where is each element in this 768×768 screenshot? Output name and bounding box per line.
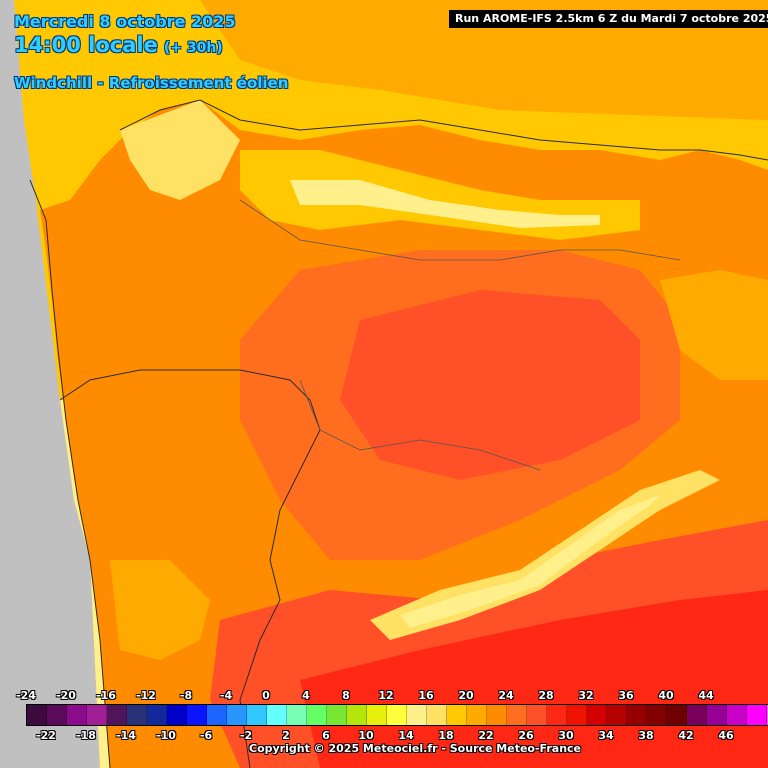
colorbar-cell bbox=[507, 705, 527, 725]
scale-bottom-label: -10 bbox=[156, 729, 176, 742]
scale-top-label: 40 bbox=[658, 689, 674, 702]
colorbar-cell bbox=[187, 705, 207, 725]
scale-bottom-label: 42 bbox=[678, 729, 694, 742]
scale-bottom-label: -14 bbox=[116, 729, 136, 742]
province-border bbox=[299, 379, 541, 471]
colorbar-cell bbox=[247, 705, 267, 725]
colorbar-cell bbox=[127, 705, 147, 725]
copyright-text: Copyright © 2025 Meteociel.fr - Source M… bbox=[249, 742, 582, 755]
scale-bottom-label: -2 bbox=[239, 729, 253, 742]
scale-top-label: 36 bbox=[618, 689, 634, 702]
colorbar-cell bbox=[367, 705, 387, 725]
scale-top-label: -8 bbox=[179, 689, 193, 702]
colorbar-cell bbox=[147, 705, 167, 725]
central-system-crest bbox=[400, 495, 660, 628]
scale-top-label: 24 bbox=[498, 689, 514, 702]
colorbar-cell bbox=[107, 705, 127, 725]
scale-top-label: 20 bbox=[458, 689, 474, 702]
scale-top-label: 0 bbox=[262, 689, 270, 702]
scale-top-label: -4 bbox=[219, 689, 233, 702]
scale-bottom-label: 22 bbox=[478, 729, 494, 742]
forecast-time-value: 14:00 locale bbox=[14, 33, 158, 57]
scale-top-label: 4 bbox=[302, 689, 310, 702]
colorbar-cell bbox=[547, 705, 567, 725]
scale-top-label: 28 bbox=[538, 689, 554, 702]
scale-top-label: -16 bbox=[96, 689, 116, 702]
coastal-strip bbox=[60, 400, 110, 768]
scale-bottom-label: 10 bbox=[358, 729, 374, 742]
scale-bottom-label: 46 bbox=[718, 729, 734, 742]
north-coastline bbox=[119, 99, 768, 161]
colorbar-cell bbox=[167, 705, 187, 725]
colorbar-cell bbox=[527, 705, 547, 725]
scale-top-label: 16 bbox=[418, 689, 434, 702]
iberian-range bbox=[660, 270, 768, 380]
colorbar-cell bbox=[447, 705, 467, 725]
colorbar-cell bbox=[487, 705, 507, 725]
forecast-lead: (+ 30h) bbox=[163, 40, 223, 56]
colorbar-cell bbox=[307, 705, 327, 725]
forecast-time: 14:00 locale (+ 30h) bbox=[14, 33, 223, 57]
run-info: Run AROME-IFS 2.5km 6 Z du Mardi 7 octob… bbox=[449, 10, 768, 28]
colorbar-cell bbox=[747, 705, 767, 725]
colorbar-cell bbox=[327, 705, 347, 725]
colorbar-cell bbox=[227, 705, 247, 725]
west-coastline bbox=[29, 179, 111, 768]
scale-bottom-label: -6 bbox=[199, 729, 213, 742]
colorbar-cell bbox=[87, 705, 107, 725]
scale-bottom-label: 38 bbox=[638, 729, 654, 742]
scale-bottom-label: 2 bbox=[282, 729, 290, 742]
colorbar-cell bbox=[587, 705, 607, 725]
parameter-title: Windchill - Refroissement éolien bbox=[14, 74, 289, 92]
colorbar-cell bbox=[427, 705, 447, 725]
colorbar-cell bbox=[667, 705, 687, 725]
scale-top-label: -24 bbox=[16, 689, 36, 702]
colorbar-cell bbox=[707, 705, 727, 725]
colorbar-cell bbox=[347, 705, 367, 725]
region-border bbox=[239, 199, 681, 261]
scale-bottom-label: 6 bbox=[322, 729, 330, 742]
forecast-date: Mercredi 8 octobre 2025 bbox=[14, 12, 236, 31]
colorbar-cell bbox=[47, 705, 67, 725]
scale-bottom-label: -18 bbox=[76, 729, 96, 742]
colorbar-cell bbox=[287, 705, 307, 725]
scale-bottom-label: 34 bbox=[598, 729, 614, 742]
scale-bottom-label: -22 bbox=[36, 729, 56, 742]
colorbar bbox=[26, 704, 768, 726]
scale-top-label: 44 bbox=[698, 689, 714, 702]
colorbar-cell bbox=[407, 705, 427, 725]
colorbar-cell bbox=[27, 705, 47, 725]
scale-top-label: 12 bbox=[378, 689, 394, 702]
cantabrian-crest bbox=[290, 180, 600, 228]
scale-bottom-label: 18 bbox=[438, 729, 454, 742]
scale-top-label: 8 bbox=[342, 689, 350, 702]
scale-bottom-label: 14 bbox=[398, 729, 414, 742]
colorbar-cell bbox=[627, 705, 647, 725]
colorbar-cell bbox=[607, 705, 627, 725]
portugal-hills bbox=[110, 560, 210, 660]
scale-top-label: -20 bbox=[56, 689, 76, 702]
color-scale: -24 -20 -16 -12 -8 -4 0 4 8 12 16 20 24 28 32 36 40 44 -2… bbox=[0, 688, 768, 768]
colorbar-cell bbox=[647, 705, 667, 725]
colorbar-cell bbox=[727, 705, 747, 725]
colorbar-cell bbox=[387, 705, 407, 725]
galicia-highlands bbox=[120, 100, 240, 200]
ocean-north-band bbox=[200, 0, 768, 120]
scale-bottom-label: 30 bbox=[558, 729, 574, 742]
scale-bottom-label: 26 bbox=[518, 729, 534, 742]
meseta-core bbox=[340, 290, 640, 480]
scale-top-label: 32 bbox=[578, 689, 594, 702]
colorbar-cell bbox=[467, 705, 487, 725]
colorbar-cell bbox=[267, 705, 287, 725]
colorbar-cell bbox=[567, 705, 587, 725]
colorbar-cell bbox=[207, 705, 227, 725]
colorbar-cell bbox=[67, 705, 87, 725]
scale-top-label: -12 bbox=[136, 689, 156, 702]
colorbar-cell bbox=[687, 705, 707, 725]
